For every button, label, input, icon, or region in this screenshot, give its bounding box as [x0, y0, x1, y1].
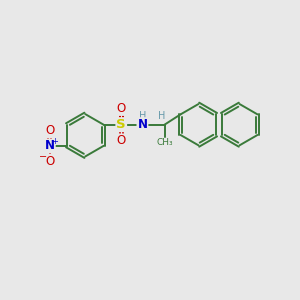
Text: H: H	[139, 111, 146, 122]
Text: O: O	[45, 124, 54, 137]
Text: N: N	[137, 118, 147, 131]
Text: −: −	[39, 152, 47, 162]
Text: +: +	[51, 137, 58, 146]
Text: N: N	[45, 140, 55, 152]
Text: O: O	[45, 155, 54, 168]
Text: H: H	[158, 111, 165, 122]
Text: O: O	[117, 134, 126, 147]
Text: S: S	[116, 118, 126, 131]
Text: O: O	[117, 102, 126, 115]
Text: CH₃: CH₃	[156, 138, 173, 147]
